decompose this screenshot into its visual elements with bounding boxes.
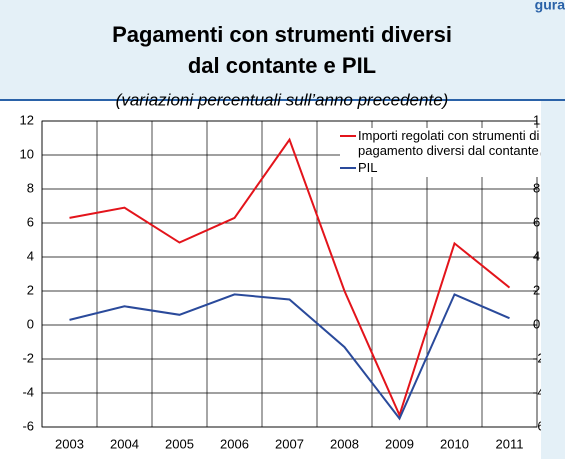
y-tick-label: 6 [27, 214, 34, 229]
x-tick-label: 2008 [330, 436, 359, 451]
y-tick-label: -2 [22, 350, 34, 365]
x-tick-label: 2003 [55, 436, 84, 451]
legend-label: Importi regolati con strumenti di pagame… [358, 128, 540, 158]
y-tick-label: 10 [20, 146, 34, 161]
y-tick-label: 8 [27, 180, 34, 195]
y2-tick-label: -4 [533, 384, 545, 399]
y2-tick-label: 12 [533, 112, 547, 127]
chart-subtitle: (variazioni percentuali sull’anno preced… [116, 90, 449, 109]
chart-title: Pagamenti con strumenti diversi [112, 22, 452, 47]
x-tick-label: 2007 [275, 436, 304, 451]
y-tick-label: 12 [20, 112, 34, 127]
figure-label: gura [535, 0, 565, 13]
y-tick-label: 4 [27, 248, 34, 263]
y-tick-label: -4 [22, 384, 34, 399]
legend-label: PIL [358, 160, 378, 175]
x-tick-label: 2005 [165, 436, 194, 451]
legend: Importi regolati con strumenti di pagame… [340, 128, 540, 177]
x-tick-label: 2006 [220, 436, 249, 451]
line-series [69, 137, 511, 418]
legend-swatch [340, 135, 356, 137]
plot-frame [41, 120, 538, 428]
y-tick-label: -6 [22, 418, 34, 433]
legend-swatch [340, 167, 356, 169]
y-tick-label: 2 [27, 282, 34, 297]
y2-tick-label: -2 [533, 350, 545, 365]
y-tick-label: 0 [27, 316, 34, 331]
legend-item: Importi regolati con strumenti di pagame… [340, 128, 540, 158]
x-tick-label: 2004 [110, 436, 139, 451]
x-tick-label: 2009 [385, 436, 414, 451]
line-series [69, 293, 510, 421]
chart-title: dal contante e PIL [188, 53, 376, 78]
x-tick-label: 2010 [440, 436, 469, 451]
y2-tick-label: -6 [533, 418, 545, 433]
x-tick-label: 2011 [496, 436, 524, 451]
legend-item: PIL [340, 160, 540, 175]
